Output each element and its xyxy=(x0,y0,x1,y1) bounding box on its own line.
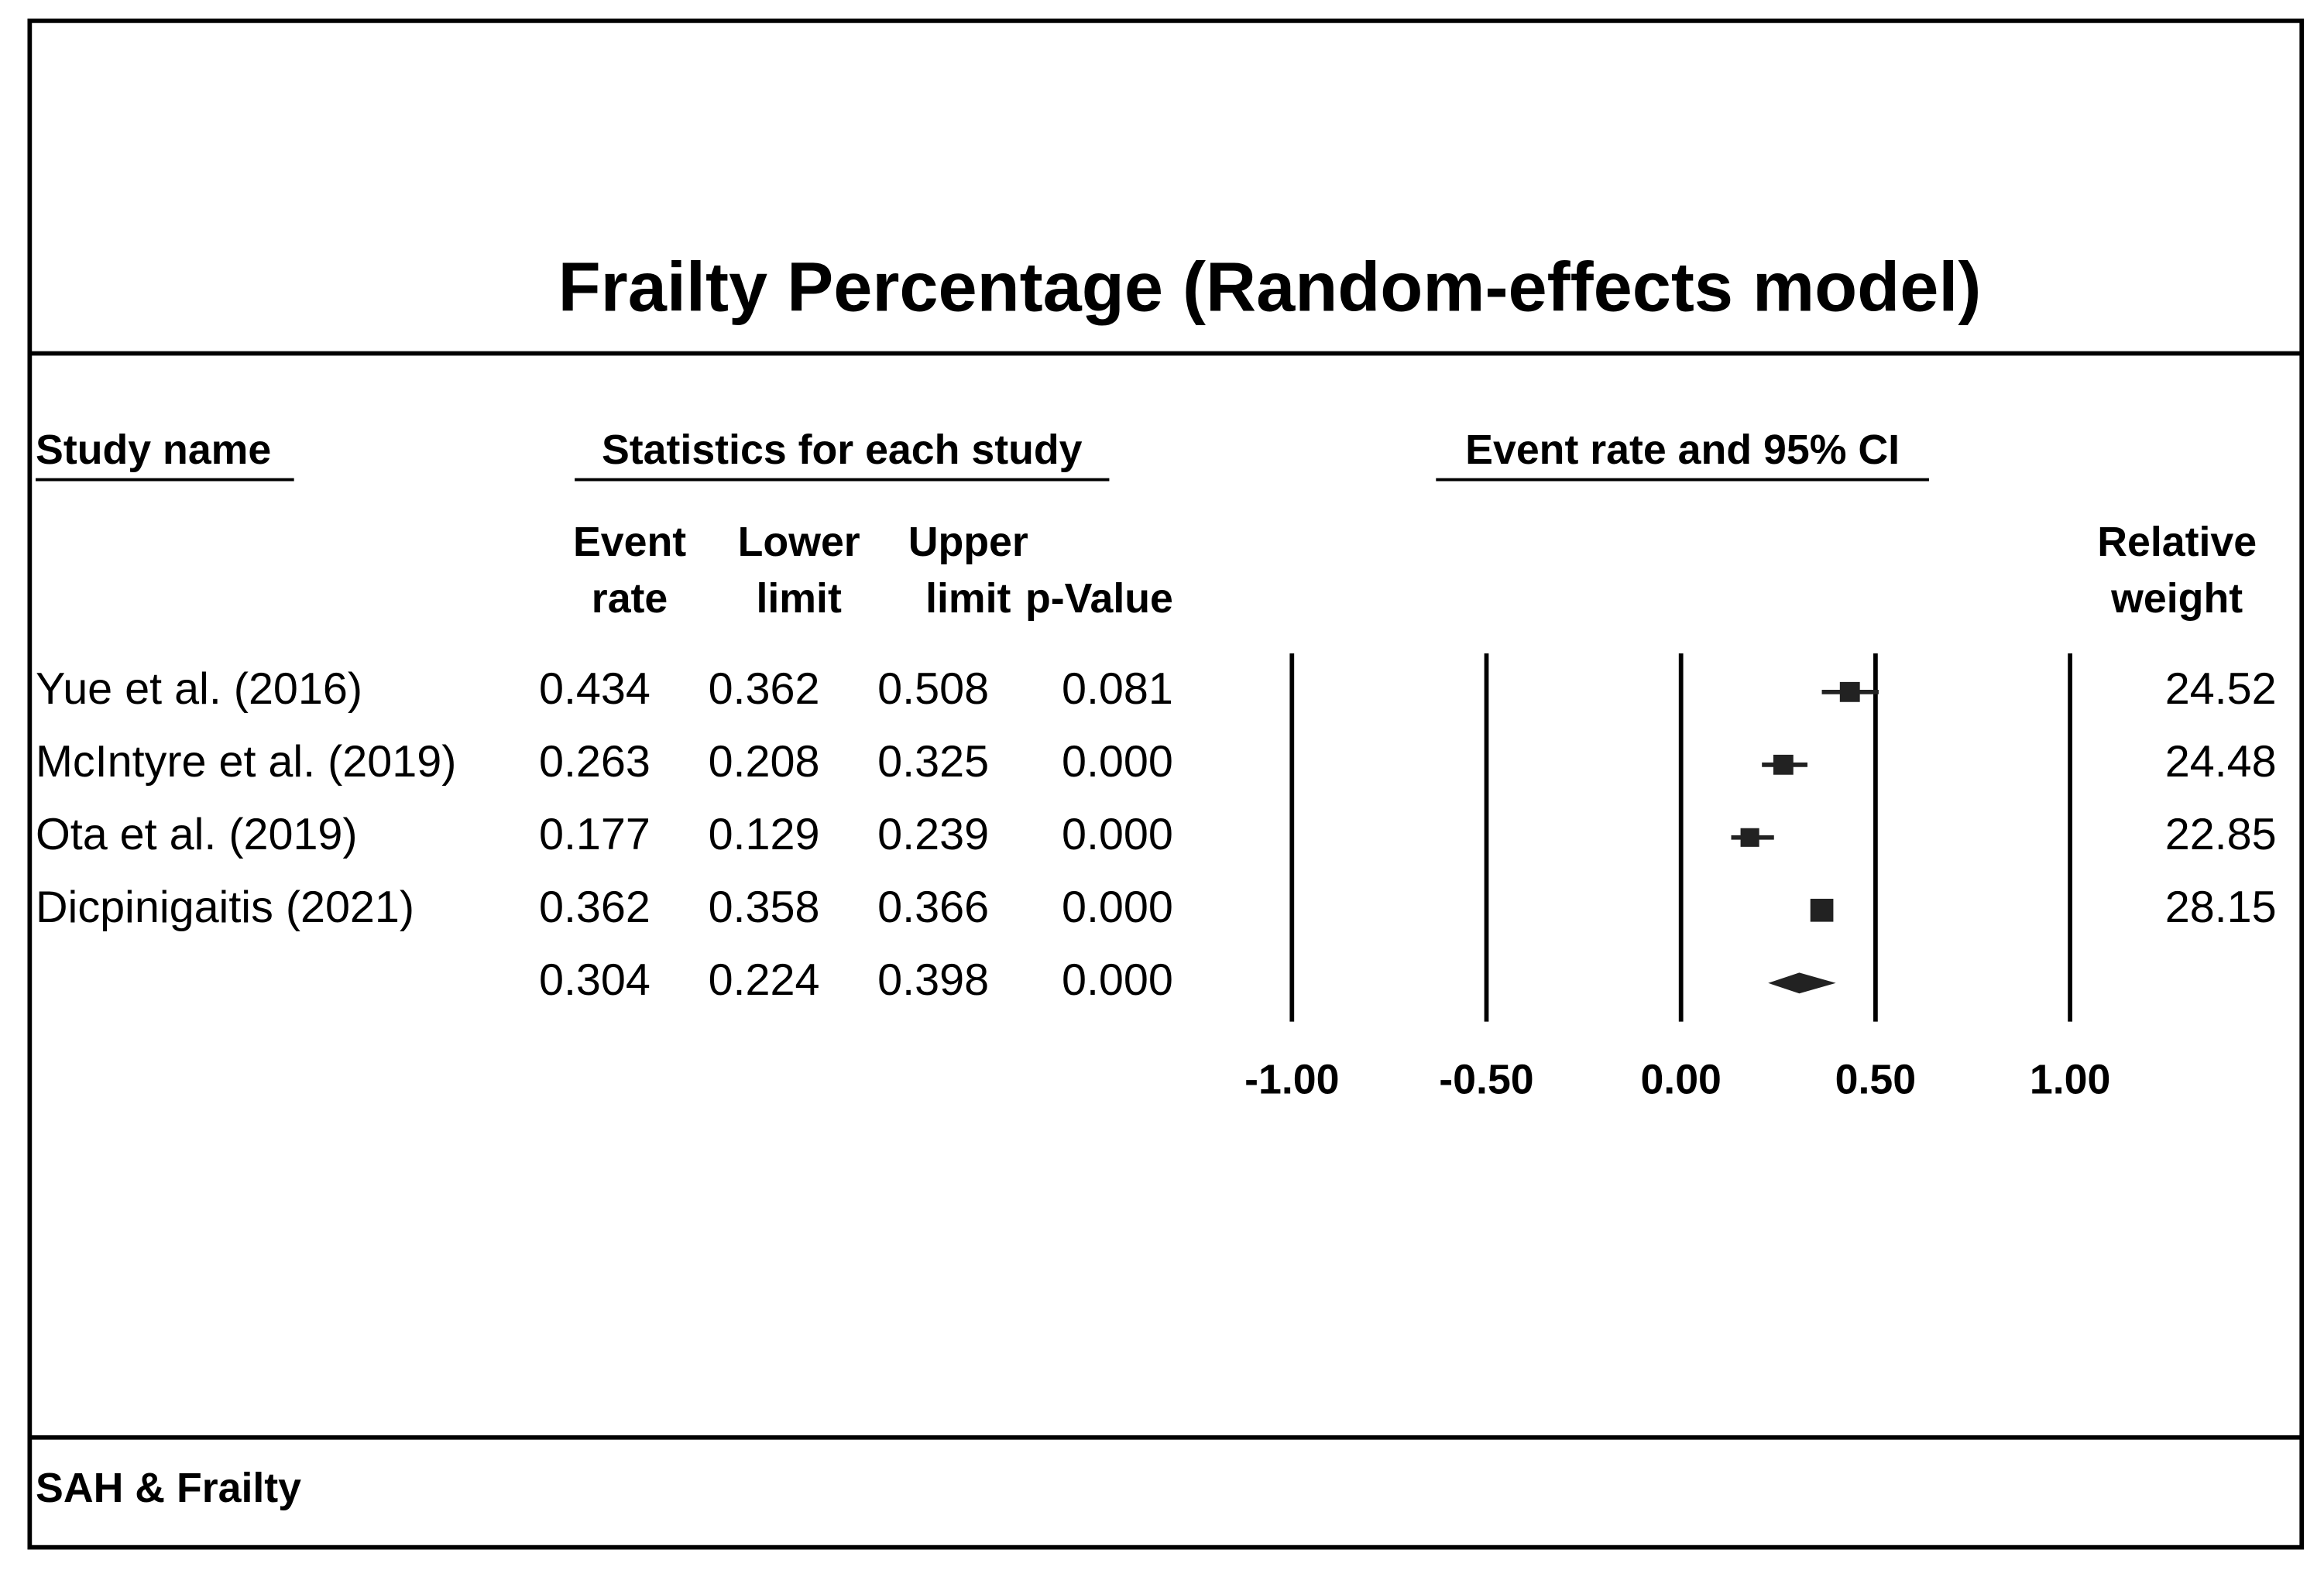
study-name: Yue et al. (2016) xyxy=(36,664,362,714)
point-box xyxy=(1740,828,1759,847)
table-value: 0.000 xyxy=(1062,810,1173,859)
summary-diamond xyxy=(1768,972,1836,994)
point-box xyxy=(1773,754,1794,775)
table-value: 0.263 xyxy=(539,737,651,787)
summary-value: 0.304 xyxy=(539,955,651,1005)
table-value: 0.366 xyxy=(877,883,989,932)
table-value: 0.362 xyxy=(539,883,651,932)
table-value: 0.362 xyxy=(709,664,820,714)
table-value: 0.239 xyxy=(877,810,989,859)
x-tick-label: 1.00 xyxy=(2030,1056,2110,1102)
table-value: 0.358 xyxy=(709,883,820,932)
column-header: rate xyxy=(592,575,668,622)
table-value: 0.129 xyxy=(709,810,820,859)
column-header: weight xyxy=(2110,575,2243,622)
table-value: 0.000 xyxy=(1062,737,1173,787)
column-header: limit xyxy=(756,575,841,622)
table-value: 0.081 xyxy=(1062,664,1173,714)
x-tick-label: 0.50 xyxy=(1835,1056,1916,1102)
study-name: Ota et al. (2019) xyxy=(36,810,358,859)
column-header: Upper xyxy=(908,519,1028,565)
column-header: p-Value xyxy=(1025,575,1173,622)
header: Statistics for each study xyxy=(602,427,1083,473)
frame xyxy=(27,18,2305,1550)
study-name: McIntyre et al. (2019) xyxy=(36,737,456,787)
point-box xyxy=(1839,681,1860,702)
weight-value: 24.52 xyxy=(2165,664,2277,714)
x-tick-label: -1.00 xyxy=(1244,1056,1339,1102)
table-value: 0.508 xyxy=(877,664,989,714)
footer: SAH & Frailty xyxy=(36,1465,301,1511)
point-box xyxy=(1810,898,1834,922)
column-header: Relative xyxy=(2097,519,2257,565)
x-tick-label: -0.50 xyxy=(1439,1056,1533,1102)
header: Study name xyxy=(36,427,271,473)
header: Event rate and 95% CI xyxy=(1465,427,1900,473)
column-header: limit xyxy=(925,575,1011,622)
x-tick-label: 0.00 xyxy=(1640,1056,1721,1102)
chart-title: Frailty Percentage (Random-effects model… xyxy=(558,249,1982,327)
table-value: 0.434 xyxy=(539,664,651,714)
weight-value: 24.48 xyxy=(2165,737,2277,787)
column-header: Event xyxy=(573,519,686,565)
weight-value: 22.85 xyxy=(2165,810,2277,859)
weight-value: 28.15 xyxy=(2165,883,2277,932)
study-name: Dicpinigaitis (2021) xyxy=(36,883,414,932)
table-value: 0.177 xyxy=(539,810,651,859)
summary-value: 0.000 xyxy=(1062,955,1173,1005)
table-value: 0.325 xyxy=(877,737,989,787)
table-value: 0.208 xyxy=(709,737,820,787)
summary-value: 0.398 xyxy=(877,955,989,1005)
summary-value: 0.224 xyxy=(709,955,820,1005)
column-header: Lower xyxy=(738,519,860,565)
table-value: 0.000 xyxy=(1062,883,1173,932)
